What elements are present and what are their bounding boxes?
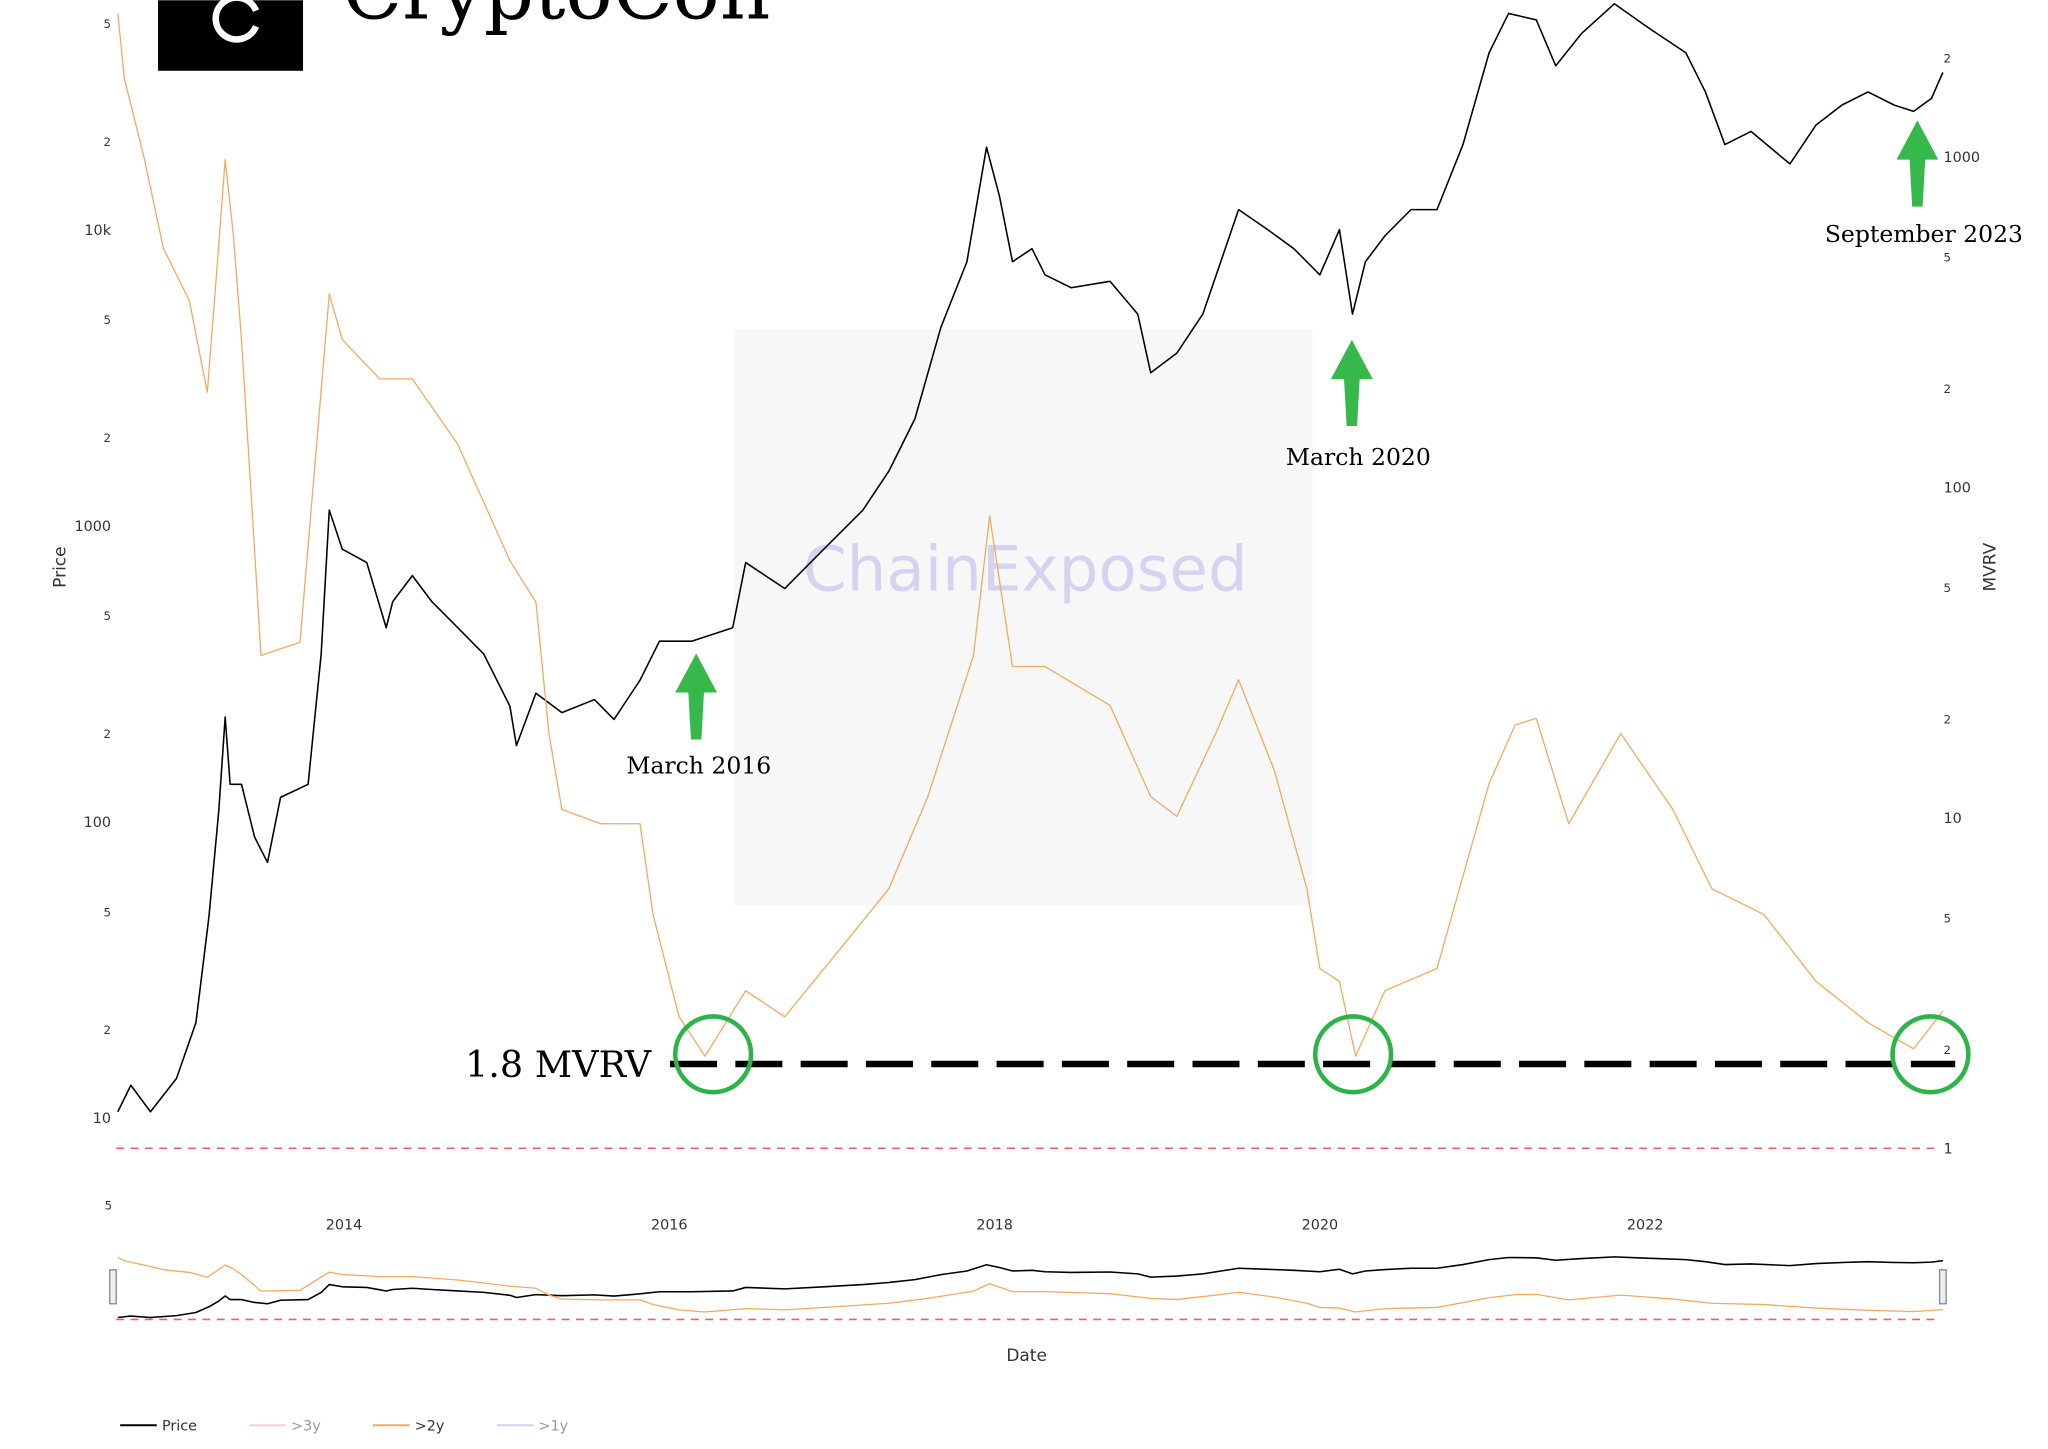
highlight-circle	[672, 1014, 754, 1095]
y2-tick-label: 5	[1944, 251, 1951, 265]
y2-tick-label: 100	[1944, 481, 1971, 497]
annotation-label: September 2023	[1825, 220, 2023, 248]
x-tick-label: 2014	[326, 1217, 363, 1233]
annotation-label: March 2016	[626, 751, 771, 779]
y2-tick-label: 1000	[1944, 150, 1981, 166]
brand: CryptoCon	[342, 0, 770, 38]
highlight-circle	[1890, 1014, 1971, 1095]
annotation-arrow	[1330, 339, 1373, 427]
y2-tick-label: 2	[1944, 1043, 1951, 1057]
annotation-arrow	[1896, 120, 1939, 207]
x-tick-label: 2018	[976, 1217, 1013, 1233]
threshold-label: 1.8 MVRV	[465, 1043, 652, 1086]
watermark: ChainExposed	[803, 533, 1248, 606]
range-slider-label: 5	[105, 1199, 112, 1213]
y-tick-label: 2	[104, 431, 111, 445]
annotation-arrow	[675, 653, 718, 740]
series-line	[117, 13, 1944, 1057]
annotation-label: March 2020	[1286, 443, 1431, 471]
y-tick-label: 5	[104, 905, 111, 919]
y-tick-label: 100	[84, 815, 111, 831]
y2-tick-label: 1	[1944, 1142, 1953, 1158]
y-tick-label: 1000	[74, 519, 111, 535]
mini-series-line	[117, 1256, 1943, 1313]
range-handle[interactable]	[109, 1269, 117, 1305]
range-handle[interactable]	[1938, 1269, 1947, 1305]
x-tick-label: 2020	[1302, 1217, 1339, 1233]
y2-tick-label: 5	[1944, 912, 1951, 926]
legend-label[interactable]: >1y	[538, 1418, 568, 1434]
x-tick-label: 2016	[651, 1217, 688, 1233]
legend-label[interactable]: >3y	[291, 1418, 321, 1434]
legend-label[interactable]: >2y	[415, 1418, 445, 1434]
highlight-circle	[1312, 1014, 1394, 1095]
x-tick-label: 2022	[1627, 1217, 1664, 1233]
y-tick-label: 2	[104, 727, 111, 741]
y-tick-label: 5	[104, 609, 111, 623]
y2-tick-label: 10	[1944, 811, 1962, 827]
legend-label[interactable]: Price	[162, 1418, 197, 1434]
y-tick-label: 10	[93, 1111, 111, 1127]
series-line	[117, 2, 1944, 1113]
y-tick-label: 2	[104, 1023, 111, 1037]
y-axis-title: Price	[50, 546, 70, 587]
y-tick-label: 5	[104, 313, 111, 327]
logo-mark	[212, 0, 260, 43]
y2-tick-label: 2	[1944, 382, 1951, 396]
watermark-panel	[734, 329, 1313, 906]
y2-tick-label: 5	[1944, 581, 1951, 595]
y2-tick-label: 2	[1944, 713, 1951, 727]
y-tick-label: 10k	[84, 223, 111, 239]
y2-tick-label: 2	[1944, 52, 1951, 66]
y2-axis-title: MVRV	[1981, 542, 2001, 591]
x-axis-title: Date	[1006, 1346, 1047, 1366]
y-tick-label: 5	[104, 17, 111, 31]
y-tick-label: 2	[104, 135, 111, 149]
mini-series-line	[117, 1256, 1943, 1319]
